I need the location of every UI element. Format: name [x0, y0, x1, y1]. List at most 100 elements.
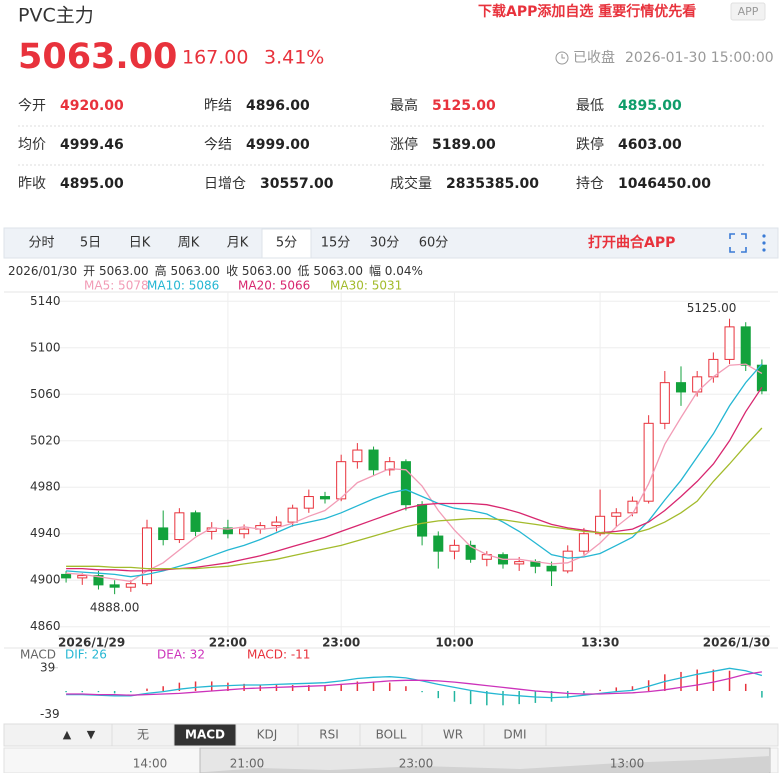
legend-item: MA10: 5086 [147, 279, 219, 293]
stat-label: 跌停 [576, 136, 604, 153]
promo[interactable]: 下载APP添加自选 重要行情优先看 [478, 3, 696, 20]
annotation: 4888.00 [90, 601, 140, 615]
annotation: 5125.00 [687, 301, 737, 315]
clock-hand [561, 54, 565, 59]
ma-line [66, 427, 763, 570]
x-tick-label: 10:00 [435, 636, 473, 650]
indicator-tab[interactable]: 无 [137, 728, 149, 742]
indicator-tab[interactable]: DMI [503, 728, 526, 742]
stat-value: 4603.00 [618, 137, 682, 153]
candle-body [514, 561, 525, 565]
info-item: 幅 0.04% [369, 263, 423, 278]
change-pct: 3.41% [264, 47, 324, 69]
candle-body [319, 496, 331, 500]
y-tick-label: 5060 [30, 387, 61, 401]
candle-body [336, 461, 347, 500]
tab[interactable]: 月K [227, 236, 249, 251]
navigator-area [205, 756, 770, 772]
candle-body [303, 496, 314, 509]
ma-line [66, 363, 763, 578]
stat-label: 今结 [204, 137, 232, 153]
status: 已收盘 [573, 49, 615, 66]
change: 167.00 [182, 47, 248, 69]
candle-body [417, 504, 428, 537]
candle-body [239, 528, 250, 535]
y-tick-label: 4860 [30, 619, 61, 633]
info-item: 收 5063.00 [226, 264, 291, 278]
indicator-tab[interactable]: WR [443, 728, 463, 742]
tab[interactable]: 分时 [28, 236, 54, 251]
legend-item: DEA: 32 [157, 648, 205, 662]
arrow-button[interactable]: ▼ [87, 728, 96, 741]
stat-value: 1046450.00 [618, 176, 711, 192]
stat-value: 4895.00 [618, 98, 682, 114]
info-item: 低 5063.00 [298, 264, 363, 278]
candle-body [611, 512, 622, 517]
x-tick-label: 22:00 [209, 636, 247, 650]
stat-label: 涨停 [390, 136, 418, 153]
tab[interactable]: 60分 [419, 236, 449, 251]
navigator-label: 23:00 [399, 757, 434, 771]
tab[interactable]: 5分 [276, 236, 297, 251]
x-tick-label: 2026/1/30 [703, 636, 770, 650]
y-tick-label: 5140 [30, 294, 61, 308]
candle-body [125, 583, 136, 588]
open-app[interactable]: 打开曲合APP [588, 234, 675, 251]
indicator-tab[interactable]: MACD [185, 728, 225, 742]
price: 5063.00 [18, 37, 177, 77]
fullscreen-icon[interactable] [729, 233, 747, 253]
indicator-tab-bg [483, 723, 547, 747]
navigator-label: 13:00 [610, 757, 645, 771]
y-tick-label: 5100 [30, 340, 61, 354]
more-icon[interactable] [762, 234, 766, 252]
stat-value: 5189.00 [432, 137, 496, 153]
tab[interactable]: 15分 [321, 236, 351, 251]
tab[interactable]: 日K [129, 236, 151, 251]
stat-value: 4896.00 [246, 98, 310, 114]
y-tick-label: -39 [40, 707, 60, 721]
candle-body [61, 573, 72, 579]
candle-body [659, 382, 670, 424]
x-tick-label: 23:00 [322, 636, 360, 650]
tab[interactable]: 周K [178, 236, 200, 251]
candle-body [368, 449, 379, 471]
info-item: 高 5063.00 [155, 263, 220, 278]
title: PVC主力 [18, 5, 94, 27]
x-tick-label: 2026/1/29 [58, 636, 125, 650]
stat-label: 今开 [18, 98, 46, 114]
candle-body [384, 461, 395, 471]
stat-label: 最高 [390, 97, 418, 114]
tab-active-bg [261, 228, 312, 259]
navigator-label: 21:00 [230, 757, 265, 771]
indicator-tab[interactable]: BOLL [376, 728, 407, 742]
tab[interactable]: 5日 [80, 236, 101, 251]
macd-title: MACD [20, 648, 56, 662]
stat-value: 5125.00 [432, 98, 496, 114]
indicator-tab[interactable]: KDJ [257, 728, 278, 742]
candle-body [465, 544, 476, 560]
stat-value: 4999.46 [60, 137, 124, 153]
ohlc-info: 2026/01/30 开 5063.00 高 5063.00 收 5063.00 低 5… [8, 263, 423, 278]
candle-body [174, 512, 185, 541]
indicator-tab[interactable]: RSI [319, 728, 339, 742]
candle-body [222, 527, 233, 535]
navigator-label: 14:00 [133, 757, 168, 771]
time: 2026-01-30 15:00:00 [625, 50, 774, 66]
tab[interactable]: 30分 [370, 236, 400, 251]
stat-label: 均价 [18, 137, 46, 153]
stat-value: 4999.00 [246, 137, 310, 153]
ma-line [66, 363, 763, 583]
info-item: 开 5063.00 [83, 264, 148, 278]
arrow-button[interactable]: ▲ [63, 728, 72, 741]
candle-body [190, 512, 201, 532]
y-tick-label: 5020 [30, 433, 61, 447]
stat-label: 昨结 [204, 98, 232, 114]
candle-body [578, 533, 589, 552]
candle-body [158, 527, 169, 541]
macd-line [66, 667, 763, 699]
app-badge[interactable]: APP [738, 5, 759, 18]
y-tick-label: 4980 [30, 480, 61, 494]
candle-body [724, 326, 735, 360]
y-tick-label: 4940 [30, 526, 61, 540]
y-tick-label: 4900 [30, 573, 61, 587]
